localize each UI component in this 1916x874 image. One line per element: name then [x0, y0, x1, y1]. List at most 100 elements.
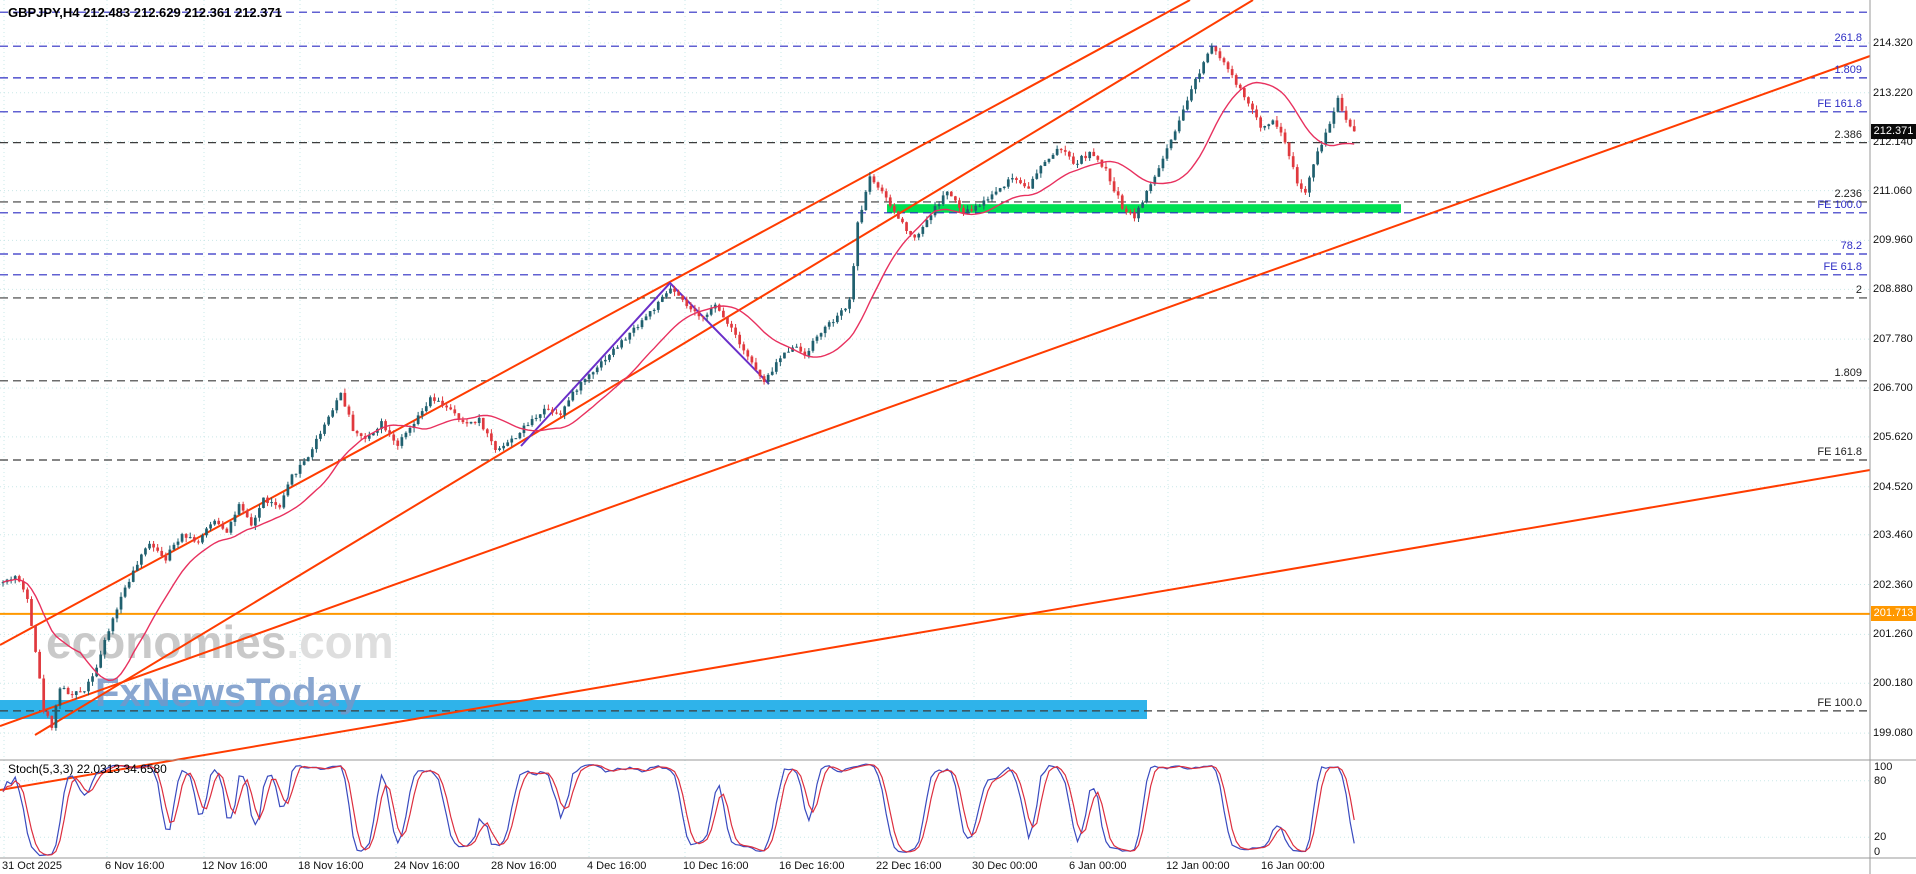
candle-body [70, 694, 74, 696]
price-axis-tick: 207.780 [1873, 333, 1913, 346]
candle-body [595, 367, 599, 373]
time-axis-tick: 12 Nov 16:00 [202, 860, 268, 872]
candle-body [192, 537, 196, 542]
candle-body [1031, 178, 1035, 189]
candle-body [1263, 126, 1267, 128]
candle-body [168, 549, 172, 561]
candle-body [823, 326, 827, 334]
candle-body [644, 316, 648, 321]
candle-body [420, 411, 424, 416]
candle-body [876, 182, 880, 188]
candle-body [1279, 126, 1283, 133]
candle-body [13, 576, 17, 580]
candle-body [465, 422, 469, 424]
candle-body [693, 309, 697, 312]
candle-body [1116, 191, 1120, 196]
candle-body [123, 587, 127, 597]
candle-body [396, 440, 400, 446]
fib-level-label: 1.809 [1834, 63, 1862, 76]
time-axis-tick: 18 Nov 16:00 [298, 860, 364, 872]
stoch-signal-line [2, 763, 1355, 856]
candle-body [795, 346, 798, 348]
candle-body [958, 200, 961, 208]
watermark-subbrand: FxNewsToday [95, 671, 362, 715]
candle-body [762, 376, 766, 382]
candle-body [1027, 186, 1030, 189]
candle-body [1234, 75, 1238, 85]
candle-body [774, 362, 778, 372]
candle-body [160, 550, 164, 556]
candle-body [172, 544, 176, 550]
price-axis-tick: 202.360 [1873, 578, 1913, 591]
time-axis-tick: 10 Dec 16:00 [683, 860, 749, 872]
candle-body [1137, 207, 1140, 219]
candle-body [1210, 46, 1214, 54]
candle-body [1112, 181, 1116, 192]
candle-body [738, 334, 742, 345]
candle-body [278, 505, 282, 508]
candle-body [962, 207, 965, 214]
candle-body [131, 570, 135, 582]
stoch-axis-tick: 100 [1874, 761, 1893, 773]
candle-body [705, 314, 709, 317]
candle-body [1120, 195, 1124, 209]
candle-body [1133, 212, 1136, 219]
candle-body [831, 322, 835, 324]
candle-body [1332, 111, 1336, 124]
candle-body [461, 419, 465, 423]
candle-body [237, 504, 241, 515]
candle-body [901, 218, 904, 223]
candle-body [909, 231, 912, 235]
candle-body [1165, 148, 1169, 159]
candle-body [665, 293, 668, 297]
price-axis-tick: 203.460 [1873, 528, 1913, 541]
candle-body [612, 348, 615, 355]
candle-body [1096, 156, 1100, 160]
candle-body [819, 333, 823, 337]
candle-body [1299, 183, 1303, 189]
candle-body [494, 441, 497, 450]
candle-body [258, 508, 261, 518]
candle-body [1328, 123, 1332, 133]
candle-body [1275, 120, 1279, 127]
price-axis-tick: 204.520 [1873, 480, 1913, 493]
candle-body [298, 464, 302, 474]
candle-body [848, 299, 851, 309]
green-support-zone [887, 204, 1401, 213]
time-axis-tick: 22 Dec 16:00 [876, 860, 942, 872]
candle-body [286, 484, 290, 496]
candle-body [656, 301, 660, 310]
price-axis-tick: 200.180 [1873, 677, 1913, 690]
candle-body [445, 405, 448, 408]
candle-body [1206, 53, 1210, 63]
candle-body [1067, 151, 1071, 157]
pattern-line [520, 281, 770, 447]
candle-body [888, 197, 892, 206]
candle-body [685, 299, 689, 307]
price-axis-tick: 213.220 [1873, 86, 1913, 99]
candle-body [770, 371, 774, 375]
candle-body [99, 654, 103, 668]
candle-body [575, 390, 579, 392]
candle-body [1352, 126, 1356, 132]
candle-body [1153, 176, 1157, 185]
candle-body [274, 502, 278, 506]
candle-body [217, 520, 221, 525]
watermark-brand: economies.com [46, 616, 394, 668]
candle-body [827, 322, 831, 327]
candle-body [1218, 51, 1222, 59]
fib-level-label: 1.809 [1834, 366, 1862, 379]
candle-body [335, 400, 339, 411]
candle-body [66, 688, 70, 695]
candle-body [30, 599, 33, 626]
candle-body [799, 346, 803, 352]
candle-body [514, 438, 518, 440]
price-axis-tick: 199.080 [1873, 727, 1913, 740]
candle-body [758, 369, 762, 377]
candle-body [1080, 155, 1083, 164]
candle-body [990, 194, 994, 200]
candle-body [343, 392, 347, 407]
candle-body [184, 534, 188, 538]
candle-body [1316, 151, 1319, 165]
